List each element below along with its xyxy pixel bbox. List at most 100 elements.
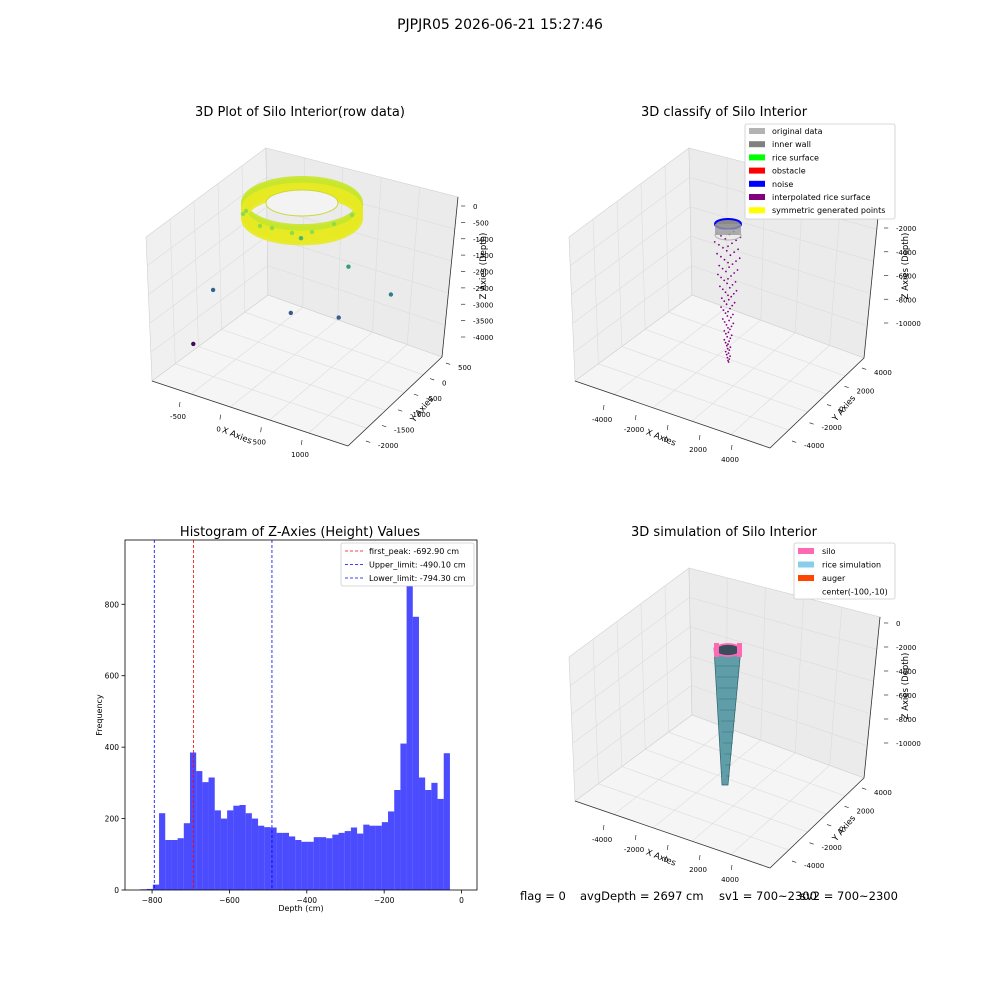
legend-swatch: [749, 154, 765, 161]
histogram-bar: [412, 616, 419, 890]
surface-point: [720, 235, 722, 237]
y-tick: [809, 422, 814, 425]
data-point: [257, 223, 263, 229]
grid-line: [572, 235, 691, 324]
surface-point: [730, 334, 733, 337]
surface-point: [723, 300, 726, 303]
surface-point: [720, 306, 722, 308]
surface-point: [720, 255, 722, 258]
grid-line: [406, 187, 420, 345]
surface-point: [720, 276, 722, 279]
surface-point: [729, 307, 731, 310]
grid-line: [645, 329, 827, 395]
surface-point: [727, 278, 729, 280]
x-tick-label: 2000: [689, 446, 707, 454]
y-tick: [844, 385, 849, 388]
y-tick-label: 0: [114, 886, 119, 895]
surface-point: [728, 358, 731, 360]
data-point: [309, 229, 315, 235]
grid-line: [150, 265, 268, 353]
histogram-bar: [171, 840, 178, 890]
x-tick: [178, 401, 181, 407]
x-axis-label: X Axies: [644, 848, 677, 869]
legend-label: symmetric generated points: [772, 206, 885, 215]
grid-line: [573, 265, 692, 353]
surface-point: [727, 294, 729, 297]
rice-ring: [241, 176, 363, 246]
z-tick-label: -4000: [896, 668, 916, 676]
legend: original data inner wall rice surface obsta…: [744, 123, 896, 220]
grid-line: [664, 165, 669, 313]
surface-point: [723, 321, 726, 323]
legend-label: center(-100,-10): [822, 588, 888, 597]
surface-point: [734, 281, 737, 283]
grid-line: [640, 603, 646, 750]
histogram-bar: [227, 810, 234, 890]
histogram-bar: [437, 798, 444, 890]
histogram-bar: [301, 841, 308, 890]
surface-point: [718, 264, 721, 267]
histogram-bar: [245, 813, 252, 890]
legend-label: auger: [822, 574, 846, 583]
histogram-bar: [208, 777, 215, 890]
histogram-bar: [307, 841, 314, 890]
surface-point: [727, 352, 730, 354]
surface-point: [727, 261, 729, 264]
surface-point: [724, 341, 727, 344]
grid-line: [191, 307, 303, 395]
legend-swatch: [749, 180, 765, 187]
y-tick: [397, 409, 403, 412]
grid-line: [616, 201, 623, 347]
x-tick: [634, 414, 637, 420]
histogram-bar: [431, 782, 438, 890]
z-tick-label: -500: [473, 219, 489, 227]
grid-line: [690, 626, 874, 682]
histogram-bar: [425, 790, 432, 890]
histogram-bar: [202, 782, 209, 890]
legend: first_peak: -692.90 cm Upper_limit: -490.…: [340, 542, 475, 587]
grid-line: [664, 585, 669, 733]
grid-line: [730, 345, 830, 435]
grid-line: [691, 332, 796, 422]
histogram-bar: [295, 840, 302, 890]
surface-point: [729, 328, 731, 331]
legend-label: noise: [772, 180, 793, 189]
z-tick-label: -3000: [473, 301, 493, 309]
y-tick-label: 2000: [857, 387, 875, 395]
legend-box: [793, 542, 896, 600]
histogram-bar: [189, 752, 197, 890]
z-tick-label: -8000: [896, 296, 916, 304]
z-tick-label: -10000: [896, 320, 921, 328]
x-tick-label: 4000: [721, 876, 739, 884]
surface-point: [735, 260, 737, 262]
surface-point: [738, 257, 741, 260]
data-point: [243, 208, 249, 214]
surface-point: [735, 239, 737, 242]
surface-point: [725, 332, 727, 335]
legend-label: obstacle: [772, 167, 806, 176]
grid-line: [621, 346, 808, 413]
surface-point: [724, 350, 727, 353]
surface-point: [729, 355, 731, 357]
grid-line: [372, 177, 382, 333]
x-tick-label: 0: [216, 426, 220, 434]
x-tick: [730, 864, 733, 870]
chart-title: 3D classify of Silo Interior: [641, 105, 808, 120]
axes3d-1: -4000 -2000 0 2000 4000 4000 2000 0 -2000 -4000 -2…: [568, 105, 921, 464]
histogram-bar: [388, 811, 395, 890]
legend-label: rice simulation: [822, 561, 881, 570]
legend-box: [744, 123, 896, 220]
histogram-bar: [369, 825, 376, 890]
z-tick-label: -2000: [896, 644, 916, 652]
z-tick-label: 0: [473, 203, 477, 211]
surface-point: [721, 267, 724, 270]
grid-line: [149, 235, 268, 324]
y-tick-label: -4000: [804, 442, 824, 450]
surface-point: [729, 337, 732, 340]
surface-point: [723, 279, 726, 282]
surface-point: [733, 272, 736, 274]
z-tick-label: -2000: [473, 269, 493, 277]
histogram-bar: [313, 837, 320, 890]
z-tick-label: -1000: [473, 236, 493, 244]
legend-label: interpolated rice surface: [772, 193, 870, 202]
